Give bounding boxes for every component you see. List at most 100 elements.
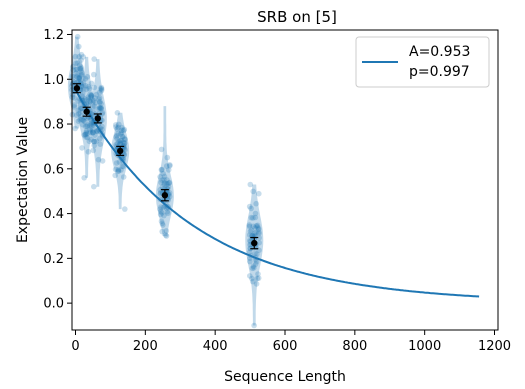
sample-point: [164, 186, 171, 192]
sample-point: [117, 137, 123, 144]
sample-point: [71, 102, 78, 108]
sample-point: [97, 105, 104, 112]
sample-point: [251, 265, 257, 271]
sample-point: [247, 258, 253, 265]
sample-point: [116, 121, 122, 128]
sample-point: [115, 130, 121, 137]
sample-point: [90, 127, 96, 133]
sample-point: [85, 149, 92, 155]
sample-point: [157, 211, 164, 218]
sample-point: [119, 163, 126, 170]
sample-point: [73, 70, 79, 76]
sample-point: [164, 154, 171, 161]
sample-point: [96, 104, 103, 111]
sample-point: [82, 119, 88, 125]
sample-point: [164, 181, 171, 187]
sample-point: [118, 137, 125, 144]
sample-point: [159, 228, 165, 235]
sample-point: [97, 98, 103, 105]
sample-point: [77, 65, 83, 72]
sample-point: [255, 275, 262, 281]
sample-point: [73, 66, 79, 73]
sample-point: [87, 123, 93, 129]
sample-point: [255, 190, 262, 197]
sample-point: [120, 127, 127, 134]
sample-point: [93, 91, 100, 98]
sample-point: [158, 146, 165, 153]
fit-curve: [74, 89, 480, 298]
mean-point: [94, 115, 102, 122]
sample-point: [86, 97, 93, 104]
sample-point: [252, 210, 259, 217]
sample-point: [79, 116, 85, 123]
sample-point: [75, 75, 81, 81]
sample-point: [85, 96, 92, 102]
x-tick-label: 1000: [408, 339, 441, 354]
sample-point: [166, 193, 173, 200]
sample-point: [90, 129, 96, 135]
sample-point: [76, 75, 83, 81]
sample-point: [114, 110, 121, 116]
sample-point: [79, 113, 85, 119]
sample-point: [84, 130, 91, 137]
sample-point: [83, 129, 89, 136]
sample-point: [73, 112, 80, 118]
sample-point: [85, 84, 92, 90]
x-tick-label: 800: [342, 339, 367, 354]
sample-point: [255, 225, 262, 232]
sample-point: [112, 172, 118, 179]
legend-box: [355, 36, 490, 88]
sample-point: [98, 105, 104, 111]
sample-point: [159, 184, 166, 190]
sample-point: [78, 51, 85, 58]
sample-point: [113, 134, 119, 140]
sample-point: [246, 249, 253, 255]
sample-point: [252, 250, 258, 257]
sample-point: [98, 86, 104, 92]
sample-point: [256, 229, 262, 236]
sample-point: [78, 83, 85, 89]
mean-point: [116, 147, 124, 155]
sample-point: [121, 151, 128, 158]
sample-point: [78, 57, 84, 63]
sample-point: [250, 263, 257, 270]
sample-point: [251, 234, 258, 240]
sample-point: [121, 140, 128, 147]
sample-point: [117, 140, 123, 147]
sample-point: [120, 134, 126, 140]
sample-point: [95, 156, 102, 163]
mean-point: [161, 192, 169, 199]
sample-point: [82, 96, 88, 102]
sample-point: [99, 109, 106, 116]
sample-point: [118, 167, 124, 173]
sample-point: [247, 181, 254, 188]
sample-point: [246, 223, 253, 230]
sample-point: [120, 174, 127, 180]
sample-point: [254, 275, 261, 282]
sample-point: [167, 162, 173, 168]
sample-point: [90, 130, 96, 136]
sample-point: [96, 89, 103, 96]
sample-point: [166, 180, 172, 186]
sample-point: [79, 71, 85, 78]
sample-point: [161, 212, 167, 219]
sample-point: [256, 235, 262, 241]
sample-point: [75, 118, 82, 124]
sample-point: [82, 131, 89, 138]
sample-point: [166, 179, 173, 186]
sample-point: [92, 95, 98, 101]
sample-point: [91, 84, 98, 91]
legend-entry-p: p=0.997: [409, 64, 470, 80]
sample-point: [88, 136, 94, 143]
sample-point: [73, 60, 79, 66]
violin-3: [111, 112, 130, 210]
sample-point: [94, 128, 100, 134]
sample-point: [99, 158, 106, 164]
sample-point: [122, 136, 128, 143]
x-tick-label: 200: [133, 339, 158, 354]
sample-point: [253, 223, 260, 229]
sample-point: [158, 208, 164, 215]
x-axis-ticks: 0 200 400 600 800 1000 1200: [71, 330, 511, 354]
sample-point: [251, 322, 257, 329]
